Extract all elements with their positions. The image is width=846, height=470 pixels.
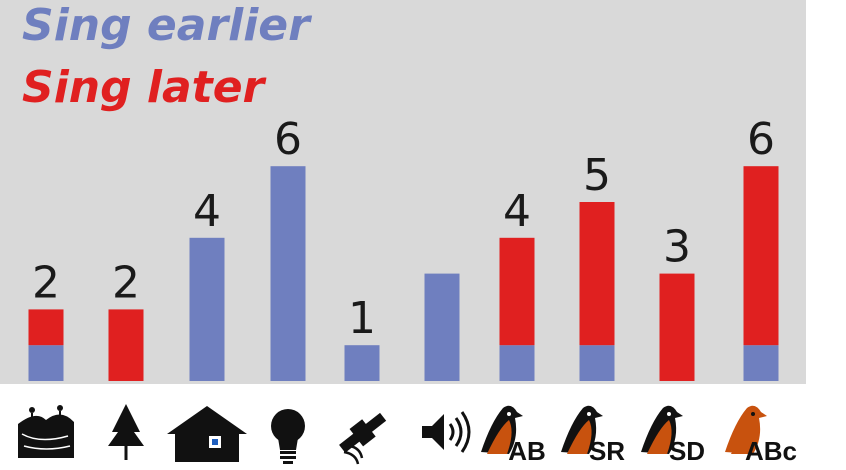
data-label-2: 4: [193, 186, 221, 237]
bar-later-6: [499, 237, 535, 346]
bar-later-8: [659, 273, 695, 381]
speaker-noise-icon: [422, 411, 471, 453]
data-label-4: 1: [348, 293, 376, 344]
bar-earlier-2: [189, 237, 225, 381]
data-label-0: 2: [32, 257, 60, 308]
house-icon: [167, 406, 247, 462]
light-bulb-icon: [271, 409, 305, 464]
bar-earlier-6: [499, 345, 535, 381]
icon-label-8: SD: [669, 436, 705, 466]
bar-earlier-4: [344, 345, 380, 381]
legend-sing-earlier: Sing earlier: [22, 0, 310, 51]
vegetation-tree-icon: [108, 404, 144, 460]
bird-SR-icon: [561, 405, 603, 454]
data-label-3: 6: [274, 114, 302, 165]
natural-landscape-icon: [18, 405, 74, 458]
satellite-icon: [339, 412, 387, 465]
data-label-6: 4: [503, 186, 531, 237]
icon-label-9: ABc: [745, 436, 797, 466]
bird-ABc-icon: [725, 405, 767, 454]
bird-AB-icon: [481, 405, 523, 454]
bar-later-0: [28, 309, 64, 346]
data-label-7: 5: [583, 150, 611, 201]
bar-later-1: [108, 309, 144, 381]
data-label-9: 6: [747, 114, 775, 165]
icon-label-7: SR: [589, 436, 625, 466]
bar-earlier-3: [270, 166, 306, 381]
legend-sing-later: Sing later: [22, 62, 265, 113]
bar-later-9: [743, 166, 779, 346]
data-label-8: 3: [663, 222, 691, 273]
bar-earlier-7: [579, 345, 615, 381]
bar-earlier-0: [28, 345, 64, 381]
bar-earlier-5: [424, 273, 460, 381]
icon-label-6: AB: [508, 436, 546, 466]
bird-SD-icon: [641, 405, 683, 454]
bar-earlier-9: [743, 345, 779, 381]
data-label-1: 2: [112, 257, 140, 308]
bar-later-7: [579, 202, 615, 346]
